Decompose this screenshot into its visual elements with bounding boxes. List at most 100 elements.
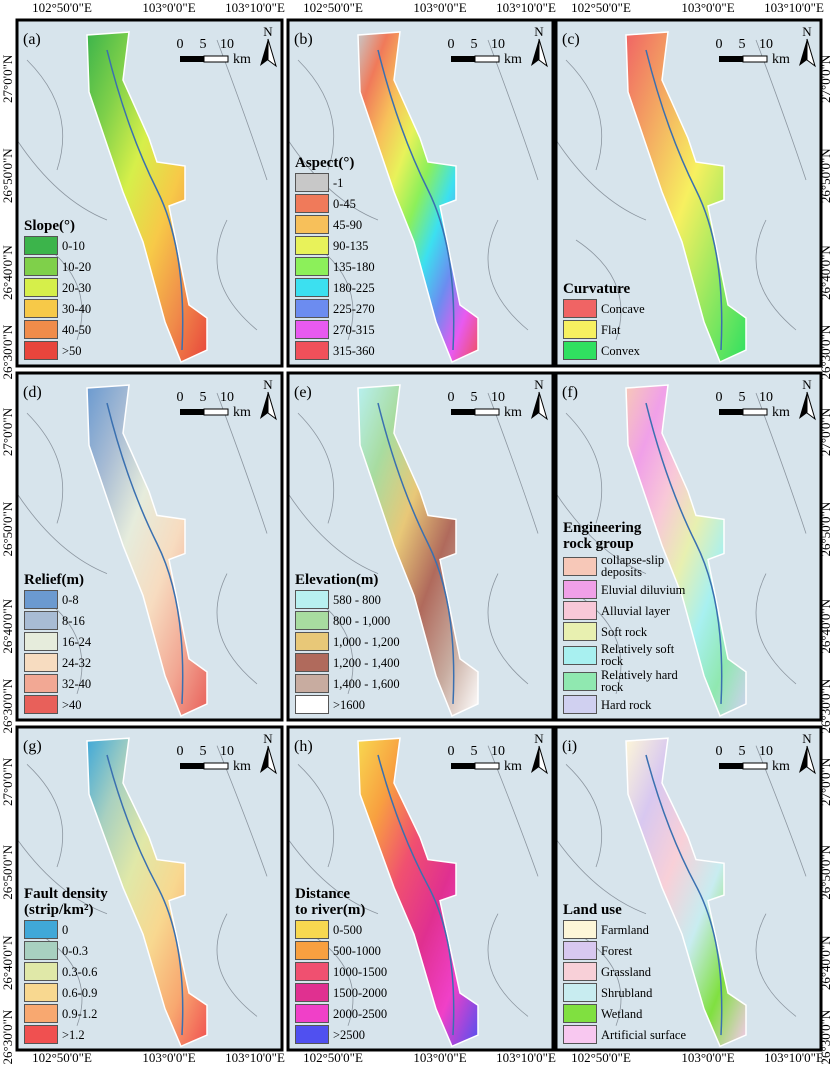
legend-item: 1,000 - 1,200 — [295, 632, 425, 651]
legend-label: Shrubland — [601, 985, 653, 1000]
study-area — [86, 737, 208, 1048]
terrain-line — [216, 219, 258, 331]
terrain-line — [297, 59, 335, 171]
top-axis-label: 103°10'0"E — [764, 0, 824, 15]
legend-label: 20-30 — [62, 280, 92, 295]
legend-label: Concave — [601, 301, 645, 316]
terrain-line — [297, 764, 335, 868]
north-arrow — [799, 746, 807, 773]
north-arrow — [531, 392, 539, 419]
north-arrow — [260, 392, 268, 419]
legend-item: Flat — [563, 320, 693, 339]
legend-item: 0-500 — [295, 920, 425, 939]
legend-item: Concave — [563, 299, 693, 318]
legend-item: 8-16 — [24, 611, 154, 630]
top-axis-label: 103°10'0"E — [225, 0, 285, 15]
legend-title: Slope(°) — [24, 218, 75, 234]
legend-title: Engineering — [563, 520, 642, 536]
legend-swatch — [24, 653, 58, 672]
legend-swatch — [563, 622, 597, 641]
legend-item: 0 — [24, 920, 154, 939]
legend-item: Relatively soft rock — [563, 643, 693, 667]
legend-swatch — [563, 1025, 597, 1044]
legend-label: >1.2 — [62, 1027, 85, 1042]
study-area — [357, 31, 479, 364]
legend-item: 30-40 — [24, 299, 154, 318]
legend-swatch — [24, 962, 58, 981]
scale-tick: 0 — [177, 390, 184, 405]
north-arrow — [799, 39, 807, 66]
legend-swatch — [24, 278, 58, 297]
left-axis-label: 27°0'0"N — [0, 54, 15, 103]
legend-item: Convex — [563, 341, 693, 360]
legend-label: 0.3-0.6 — [62, 964, 98, 979]
left-axis-label: 26°40'0"N — [0, 935, 15, 990]
legend-label: >40 — [62, 697, 82, 712]
legend: Curvature Concave Flat Convex — [563, 281, 693, 360]
legend-swatch — [563, 671, 597, 691]
terrain-line — [16, 139, 108, 221]
terrain-line — [216, 745, 268, 877]
panel-frame — [15, 725, 284, 1052]
legend-label: 1,200 - 1,400 — [333, 655, 400, 670]
legend-label: 0-8 — [62, 592, 79, 607]
legend-item: Eluvial diluvium — [563, 580, 693, 599]
legend: Aspect(°) -1 0-45 45-90 90-135 135-180 180-225… — [295, 155, 425, 360]
legend-label: 180-225 — [333, 280, 375, 295]
panel-label: (i) — [562, 738, 577, 755]
scale-tick: 10 — [491, 37, 505, 52]
legend-item: 2000-2500 — [295, 1004, 425, 1023]
scale-tick: 5 — [739, 390, 746, 405]
scale-tick: 5 — [471, 744, 478, 759]
river — [377, 402, 455, 704]
left-axis-label: 26°50'0"N — [0, 501, 15, 556]
legend-label: 135-180 — [333, 259, 375, 274]
legend-swatch — [295, 236, 329, 255]
legend-item: 270-315 — [295, 320, 425, 339]
scale-bar — [451, 763, 475, 769]
legend-title: Distance — [295, 886, 350, 902]
scale-unit: km — [233, 405, 251, 420]
legend: Relief(m) 0-8 8-16 16-24 24-32 32-40 >40 — [24, 572, 154, 714]
north-label: N — [263, 731, 273, 746]
legend-item: 0.6-0.9 — [24, 983, 154, 1002]
legend-swatch — [295, 695, 329, 714]
panel-label: (c) — [562, 31, 580, 48]
legend-item: >1600 — [295, 695, 425, 714]
terrain-line — [575, 239, 622, 341]
legend-label: collapse-slip deposits — [601, 553, 665, 579]
legend-label: Flat — [601, 322, 621, 337]
scale-tick: 5 — [200, 37, 207, 52]
legend-item: 0-8 — [24, 590, 154, 609]
legend-label: 24-32 — [62, 655, 92, 670]
legend: Elevation(m) 580 - 800 800 - 1,000 1,000 - … — [295, 572, 425, 714]
left-axis-label: 26°50'0"N — [0, 148, 15, 203]
left-axis-label: 27°0'0"N — [0, 757, 15, 806]
legend-label: 500-1000 — [333, 943, 381, 958]
panel-label: (e) — [294, 384, 312, 401]
legend-label: 10-20 — [62, 259, 92, 274]
legend-item: Alluvial layer — [563, 601, 693, 620]
legend-label: Relatively hard rock — [601, 668, 678, 694]
legend-swatch — [563, 645, 597, 665]
scale-tick: 5 — [200, 744, 207, 759]
scale-bar — [203, 408, 229, 416]
scale-tick: 5 — [471, 390, 478, 405]
legend-label: 1000-1500 — [333, 964, 388, 979]
scale-bar — [180, 409, 204, 415]
top-axis-label: 102°50'0"E — [571, 0, 631, 15]
legend-item: >2500 — [295, 1025, 425, 1044]
legend-item: 40-50 — [24, 320, 154, 339]
terrain-line — [755, 573, 797, 685]
scale-unit: km — [233, 759, 251, 774]
terrain-line — [216, 573, 258, 685]
terrain-line — [26, 412, 64, 524]
legend-item: Wetland — [563, 1004, 693, 1023]
terrain-line — [755, 219, 797, 331]
legend-title: Curvature — [563, 281, 631, 297]
legend-label: 0.6-0.9 — [62, 985, 98, 1000]
